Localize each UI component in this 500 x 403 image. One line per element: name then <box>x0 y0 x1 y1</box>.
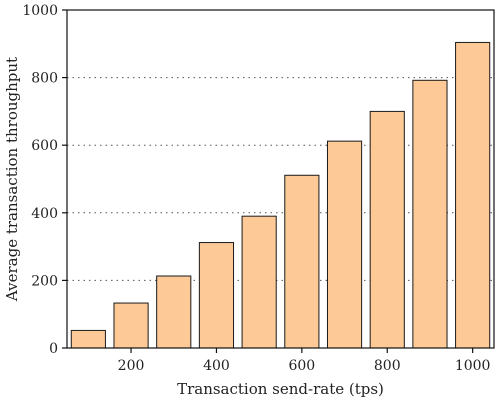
bars <box>70 41 491 349</box>
y-axis-ticks: 0 200 400 600 800 1000 <box>22 3 67 357</box>
bar-600 <box>284 174 320 349</box>
x-tick-label-600: 600 <box>288 358 315 374</box>
y-tick-label-600: 600 <box>31 138 58 154</box>
y-tick-label-800: 800 <box>31 71 58 87</box>
plot-frame <box>66 9 495 349</box>
y-tick-label-1000: 1000 <box>22 3 58 19</box>
y-tick-label-400: 400 <box>31 206 58 222</box>
bar-300 <box>156 275 192 349</box>
bar-500 <box>241 215 277 349</box>
x-tick-label-400: 400 <box>203 358 230 374</box>
bar-400 <box>198 242 235 349</box>
y-tick-label-200: 200 <box>31 273 58 289</box>
bar-800 <box>369 110 405 349</box>
bar-900 <box>412 79 448 349</box>
y-axis-label: Average transaction throughput <box>3 57 21 302</box>
bar-100 <box>70 329 106 349</box>
x-tick-label-1000: 1000 <box>455 358 491 374</box>
bar-1000 <box>455 41 491 349</box>
x-axis-label: Transaction send-rate (tps) <box>177 380 384 398</box>
bar-200 <box>113 302 149 349</box>
bar-700 <box>326 140 363 349</box>
x-tick-label-800: 800 <box>374 358 401 374</box>
x-tick-label-200: 200 <box>118 358 145 374</box>
y-tick-label-0: 0 <box>49 341 58 357</box>
x-axis-ticks: 200 400 600 800 1000 <box>118 348 491 374</box>
